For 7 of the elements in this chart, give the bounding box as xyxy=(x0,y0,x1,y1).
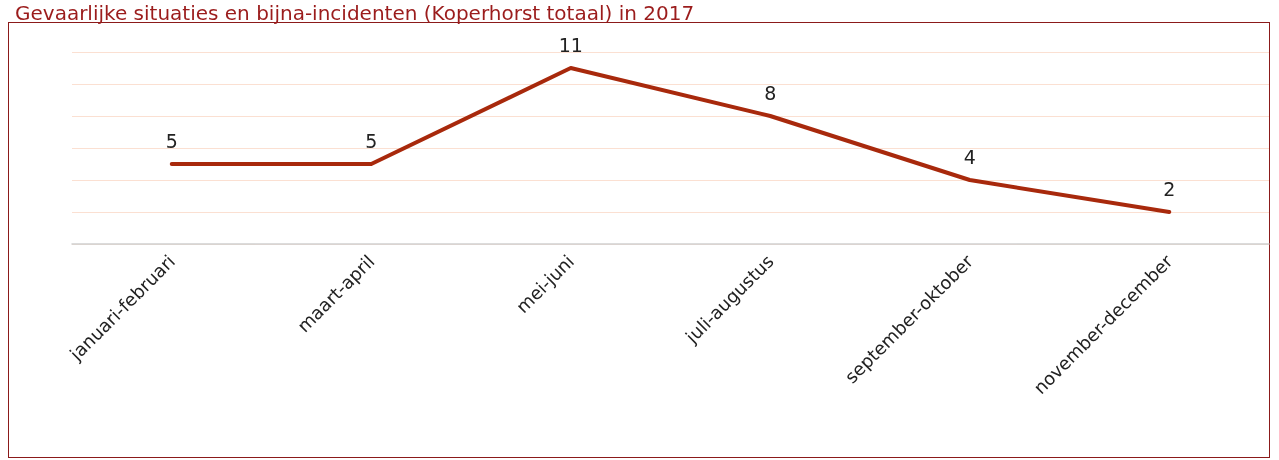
data-label: 4 xyxy=(963,145,976,168)
data-label: 5 xyxy=(365,129,378,152)
data-label: 8 xyxy=(764,81,777,104)
chart-title: Gevaarlijke situaties en bijna-incidenten (Koperhorst totaal) in 2017 xyxy=(15,1,695,25)
data-label: 2 xyxy=(1163,177,1176,200)
data-label: 5 xyxy=(165,129,178,152)
data-label: 11 xyxy=(558,33,583,56)
